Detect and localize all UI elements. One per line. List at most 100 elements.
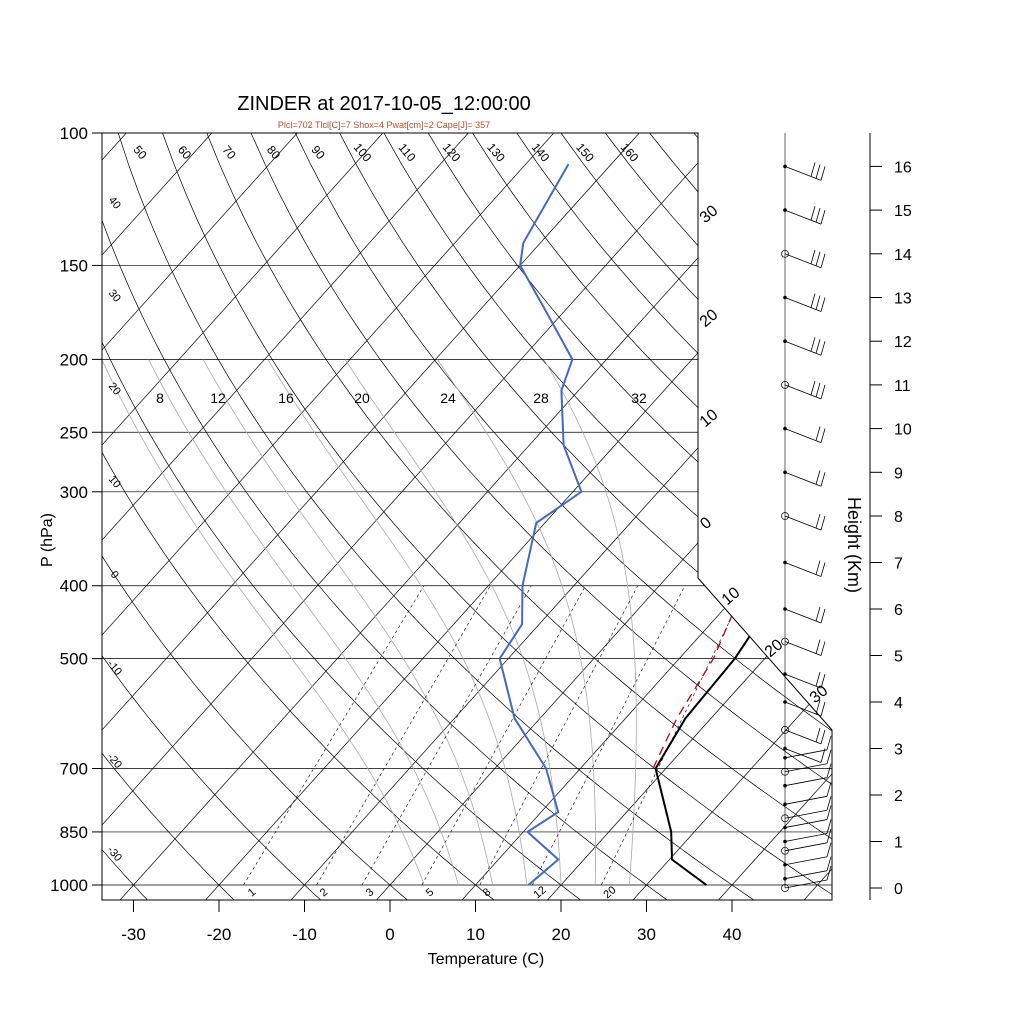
height-tick-label: 13 — [894, 291, 912, 308]
isotherm-line — [102, 133, 313, 900]
x-axis-label: Temperature (C) — [428, 951, 544, 968]
parcel-line — [652, 393, 808, 769]
wind-barb-feather — [820, 608, 826, 624]
moist-adiabat-line — [437, 359, 596, 885]
dry-adiabat-label: 50 — [130, 143, 150, 162]
isotherm-line — [546, 133, 832, 900]
x-tick-label: -10 — [292, 925, 317, 944]
wind-barb-shaft — [784, 729, 822, 745]
height-tick-label: 3 — [894, 742, 903, 759]
isotherm-label: 10 — [697, 406, 722, 431]
isotherm-label: 20 — [762, 636, 787, 661]
pressure-tick-label: 1000 — [50, 876, 88, 895]
wind-barb-feather — [815, 426, 821, 441]
pressure-tick-label: 150 — [60, 256, 88, 275]
isotherm-line — [118, 133, 826, 900]
wind-calm-circle — [781, 726, 789, 734]
moist-adiabat-label: 20 — [354, 390, 370, 406]
wind-barb-feather — [815, 727, 821, 743]
mixing-ratio-line — [316, 585, 491, 886]
wind-barb-feather — [815, 672, 821, 687]
dry-adiabat-side-label: -30 — [105, 844, 124, 864]
dry-adiabat-line — [294, 133, 832, 900]
mixing-ratio-label: 20 — [602, 884, 619, 901]
dry-adiabat-label: 80 — [264, 143, 284, 162]
wind-barb-shaft — [784, 428, 822, 443]
wind-profile — [781, 133, 832, 892]
x-tick-label: -20 — [207, 925, 232, 944]
isotherm-line — [631, 133, 832, 900]
mixing-ratio-line — [479, 585, 639, 886]
wind-barb-feather — [815, 251, 821, 266]
dry-adiabat-side-label: 40 — [106, 195, 123, 212]
wind-calm-circle — [781, 884, 789, 892]
wind-barb-shaft — [784, 842, 828, 852]
wind-barb-feather — [826, 819, 832, 834]
pressure-tick-label: 300 — [60, 483, 88, 502]
dry-adiabat-line — [472, 133, 832, 900]
dry-adiabat-label: 140 — [529, 140, 553, 165]
isotherm-line — [889, 116, 1024, 901]
dry-adiabat-line — [102, 133, 496, 900]
height-tick-label: 0 — [894, 881, 903, 898]
wind-barb-feather — [810, 337, 816, 352]
wind-barb-feather — [820, 562, 826, 577]
wind-barb-shaft — [784, 748, 822, 763]
mixing-ratio-line — [243, 585, 425, 886]
wind-barb-feather — [820, 209, 826, 225]
height-tick-label: 11 — [894, 378, 911, 395]
dry-adiabat-line — [427, 133, 832, 900]
moist-adiabat-line — [102, 359, 425, 886]
wind-barb-feather — [826, 828, 832, 843]
isotherm-line — [289, 133, 832, 900]
dry-adiabat-line — [605, 133, 832, 900]
pressure-axis: 100 150 200 250 300 400 500 700 850 1000 — [50, 124, 102, 895]
dry-adiabat-line — [560, 133, 832, 900]
wind-calm-circle — [781, 767, 789, 776]
wind-barb-feather — [826, 782, 832, 797]
isotherm-line — [102, 133, 655, 900]
wind-barb-shaft — [784, 384, 822, 400]
wind-barb-feather — [815, 164, 821, 179]
mixing-ratio-line — [421, 585, 586, 886]
moist-adiabat-label: 32 — [631, 390, 647, 406]
moist-adiabat-label: 8 — [156, 390, 164, 406]
height-tick-label: 12 — [894, 334, 912, 351]
wind-barb-shaft — [784, 515, 822, 531]
chart-title: ZINDER at 2017-10-05_12:00:00 — [237, 93, 531, 115]
wind-barb-feather — [826, 805, 832, 820]
wind-barb-shaft — [784, 166, 822, 181]
moist-adiabat-line — [344, 359, 562, 886]
wind-barb-feather — [815, 699, 821, 715]
mixing-ratio-label: 1 — [246, 886, 258, 899]
pressure-tick-label: 850 — [60, 823, 88, 842]
isotherm-line — [460, 133, 832, 900]
mixing-ratio-label: 3 — [364, 886, 376, 899]
dry-adiabat-line — [250, 133, 832, 900]
height-tick-label: 2 — [894, 788, 903, 805]
isotherm-line — [102, 133, 142, 900]
wind-barb-feather — [826, 856, 832, 871]
height-tick-label: 16 — [894, 159, 912, 176]
height-tick-label: 9 — [894, 465, 903, 482]
wind-barb-feather — [815, 639, 821, 654]
x-tick-label: -30 — [121, 925, 146, 944]
wind-barb-feather — [820, 701, 826, 717]
pressure-tick-label: 250 — [60, 423, 88, 442]
wind-barb-feather — [826, 763, 832, 778]
height-tick-label: 7 — [894, 556, 903, 573]
wind-calm-circle — [781, 249, 789, 258]
dry-adiabat-label: 150 — [573, 140, 597, 165]
wind-barb-shaft — [784, 209, 822, 225]
wind-barb-shaft — [784, 641, 822, 656]
mixing-ratio-label: 2 — [318, 886, 330, 899]
wind-barb-shaft — [784, 701, 822, 717]
wind-barb-feather — [826, 796, 832, 811]
wind-barb-feather — [820, 673, 826, 689]
wind-barb-shaft — [784, 562, 822, 577]
wind-barb-shaft — [784, 795, 828, 805]
dry-adiabat-label: 60 — [175, 143, 195, 162]
y-axis-label: P (hPa) — [39, 513, 56, 567]
